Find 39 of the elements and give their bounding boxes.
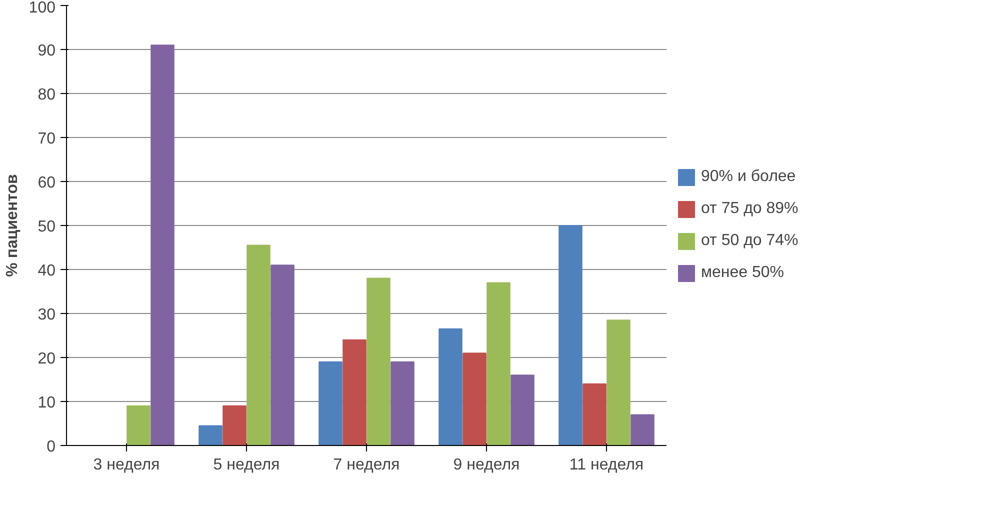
bar [270, 264, 294, 446]
x-tick-label: 3 неделя [93, 456, 160, 474]
y-tick-label: 30 [38, 306, 56, 324]
bar [150, 44, 174, 446]
x-tick-label: 11 неделя [569, 456, 644, 474]
bar [126, 405, 150, 446]
y-tick-label: 20 [38, 350, 56, 368]
bar [606, 320, 630, 446]
bar [222, 405, 246, 446]
y-tick-label: 70 [38, 130, 56, 148]
bar [198, 425, 222, 446]
bar [462, 352, 486, 446]
bar [342, 339, 366, 446]
bar [510, 374, 534, 446]
x-tick-label: 9 неделя [453, 456, 520, 474]
bar [486, 282, 510, 446]
y-axis-title: % пациентов [4, 174, 21, 277]
bar [366, 278, 390, 446]
x-tick-label: 7 неделя [333, 456, 400, 474]
bar [438, 328, 462, 446]
y-tick-label: 50 [38, 218, 56, 236]
y-tick-label: 60 [38, 174, 56, 192]
bar [318, 361, 342, 446]
y-tick-label: 0 [46, 438, 56, 456]
x-tick-label: 5 неделя [213, 456, 280, 474]
legend-label: от 75 до 89% [701, 200, 798, 218]
y-tick-label: 100 [28, 0, 56, 16]
bar [582, 383, 606, 446]
bar [558, 225, 582, 446]
legend-label: от 50 до 74% [701, 232, 798, 250]
y-tick-label: 90 [38, 42, 56, 60]
bar [246, 244, 270, 446]
bar [390, 361, 414, 446]
y-tick-label: 80 [38, 86, 56, 104]
y-tick-label: 10 [38, 394, 56, 412]
legend-label: менее 50% [701, 264, 784, 282]
y-tick-label: 40 [38, 262, 56, 280]
legend-label: 90% и более [701, 168, 796, 186]
bar [630, 414, 654, 446]
